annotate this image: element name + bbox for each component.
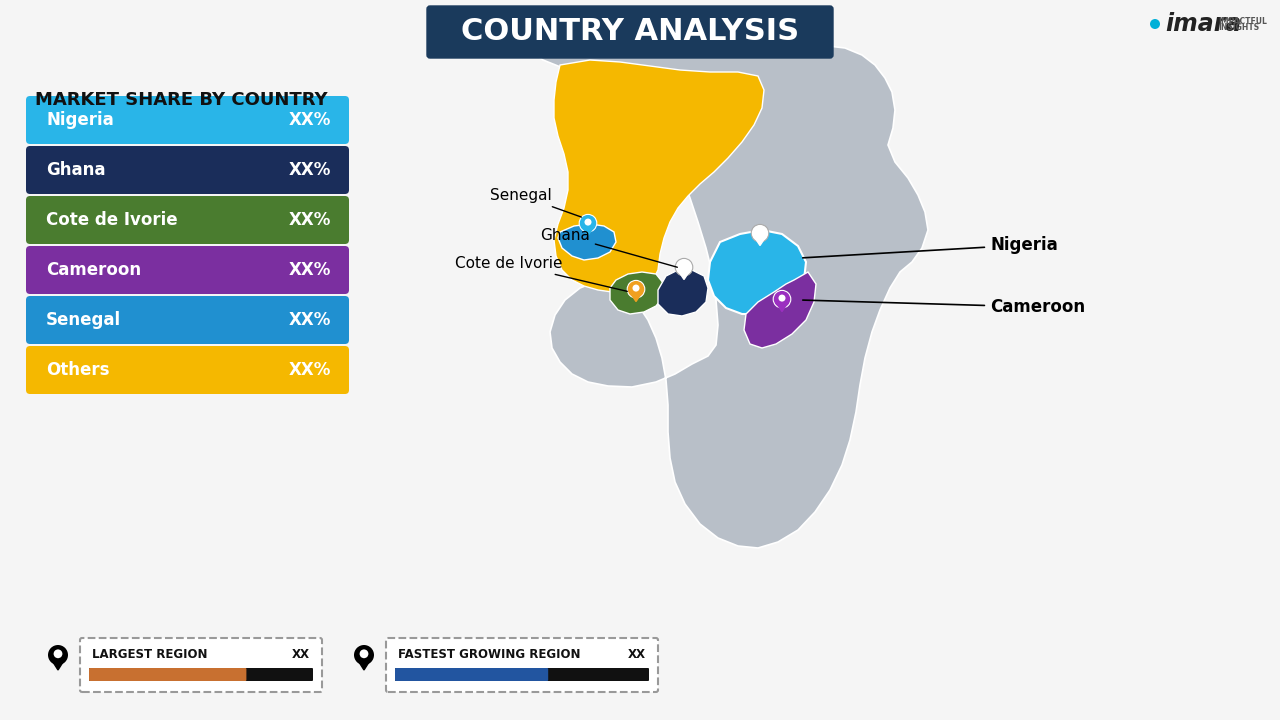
FancyBboxPatch shape bbox=[26, 196, 349, 244]
Polygon shape bbox=[776, 301, 788, 312]
Circle shape bbox=[756, 228, 763, 235]
Circle shape bbox=[580, 215, 596, 232]
Text: XX%: XX% bbox=[288, 261, 332, 279]
FancyBboxPatch shape bbox=[90, 668, 314, 681]
Circle shape bbox=[49, 645, 68, 665]
Polygon shape bbox=[356, 658, 371, 670]
Text: Nigeria: Nigeria bbox=[46, 111, 114, 129]
Circle shape bbox=[681, 263, 687, 269]
Text: FASTEST GROWING REGION: FASTEST GROWING REGION bbox=[398, 647, 581, 660]
Text: Nigeria: Nigeria bbox=[803, 236, 1057, 258]
Text: XX: XX bbox=[292, 647, 310, 660]
Polygon shape bbox=[50, 658, 65, 670]
Text: INSIGHTS: INSIGHTS bbox=[1219, 24, 1260, 32]
Text: Cote de Ivorie: Cote de Ivorie bbox=[46, 211, 178, 229]
FancyBboxPatch shape bbox=[387, 638, 658, 692]
Text: XX: XX bbox=[628, 647, 646, 660]
Text: XX%: XX% bbox=[288, 161, 332, 179]
Circle shape bbox=[585, 219, 591, 225]
Circle shape bbox=[632, 284, 640, 292]
Polygon shape bbox=[554, 60, 764, 292]
FancyBboxPatch shape bbox=[26, 246, 349, 294]
FancyBboxPatch shape bbox=[79, 638, 323, 692]
Circle shape bbox=[360, 649, 369, 658]
Text: MARKET SHARE BY COUNTRY: MARKET SHARE BY COUNTRY bbox=[35, 91, 328, 109]
Text: XX%: XX% bbox=[288, 361, 332, 379]
Polygon shape bbox=[658, 270, 708, 316]
Circle shape bbox=[355, 645, 374, 665]
Text: LARGEST REGION: LARGEST REGION bbox=[92, 647, 207, 660]
FancyBboxPatch shape bbox=[90, 668, 246, 681]
Text: Senegal: Senegal bbox=[46, 311, 122, 329]
Circle shape bbox=[627, 280, 645, 298]
FancyBboxPatch shape bbox=[396, 668, 548, 681]
Text: Cameroon: Cameroon bbox=[803, 298, 1085, 316]
Text: XX%: XX% bbox=[288, 211, 332, 229]
Text: XX%: XX% bbox=[288, 111, 332, 129]
Circle shape bbox=[751, 225, 769, 242]
Text: Ghana: Ghana bbox=[540, 228, 677, 267]
Polygon shape bbox=[744, 272, 817, 348]
Circle shape bbox=[773, 290, 791, 308]
Polygon shape bbox=[611, 272, 664, 314]
Polygon shape bbox=[581, 225, 595, 235]
Text: imara: imara bbox=[1165, 12, 1242, 36]
Text: XX%: XX% bbox=[288, 311, 332, 329]
FancyBboxPatch shape bbox=[26, 296, 349, 344]
Text: Cote de Ivorie: Cote de Ivorie bbox=[454, 256, 627, 292]
FancyBboxPatch shape bbox=[26, 146, 349, 194]
Polygon shape bbox=[630, 292, 643, 302]
Text: Cameroon: Cameroon bbox=[46, 261, 141, 279]
Text: Senegal: Senegal bbox=[490, 188, 581, 217]
Circle shape bbox=[676, 258, 692, 276]
Polygon shape bbox=[708, 230, 806, 314]
Polygon shape bbox=[753, 235, 767, 246]
Text: Others: Others bbox=[46, 361, 110, 379]
Polygon shape bbox=[677, 269, 691, 279]
Circle shape bbox=[1149, 19, 1160, 29]
Text: IMPACTFUL: IMPACTFUL bbox=[1219, 17, 1267, 25]
FancyBboxPatch shape bbox=[396, 668, 649, 681]
FancyBboxPatch shape bbox=[428, 6, 833, 58]
Polygon shape bbox=[558, 224, 616, 260]
FancyBboxPatch shape bbox=[26, 96, 349, 144]
Polygon shape bbox=[525, 38, 928, 548]
Text: Ghana: Ghana bbox=[46, 161, 105, 179]
Circle shape bbox=[778, 294, 786, 302]
Text: COUNTRY ANALYSIS: COUNTRY ANALYSIS bbox=[461, 17, 799, 47]
FancyBboxPatch shape bbox=[26, 346, 349, 394]
Circle shape bbox=[54, 649, 63, 658]
